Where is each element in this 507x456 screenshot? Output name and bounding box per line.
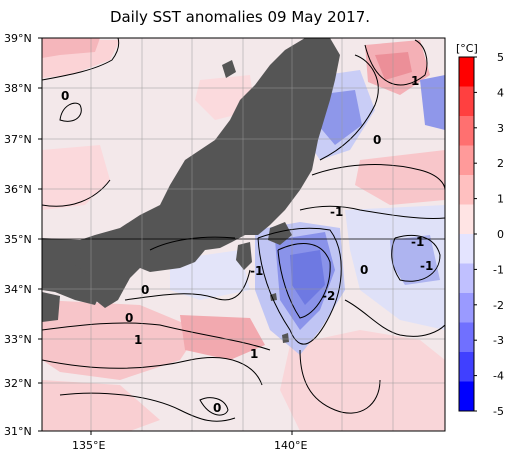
lat-label: 38°N	[4, 82, 32, 95]
colorbar-tick-label: 0	[497, 228, 504, 241]
lat-label: 39°N	[4, 32, 32, 45]
warm-anomaly-patches	[42, 38, 445, 431]
lat-label: 32°N	[4, 377, 32, 390]
land-honshu	[42, 38, 340, 308]
land-shikoku	[42, 262, 100, 305]
contour-label: 1	[134, 333, 142, 347]
colorbar-swatch	[459, 381, 474, 412]
colorbar-tick-label: 1	[497, 193, 504, 206]
land-izu	[236, 242, 252, 270]
colorbar-tick-label: 3	[497, 122, 504, 135]
latitude-labels: 39°N 38°N 37°N 36°N 35°N 34°N 33°N 32°N …	[4, 32, 32, 438]
colorbar-swatch	[459, 86, 474, 117]
colorbar-tick-label: -1	[493, 263, 504, 276]
contour-label: 0	[125, 311, 133, 325]
contour-label: 0	[141, 283, 149, 297]
map-frame	[41, 37, 446, 432]
contour-label: 0	[213, 401, 221, 415]
lat-label: 33°N	[4, 333, 32, 346]
colorbar: [°C] 5 4 3 2 1 0 -1 -2 -3 -4 -5	[456, 42, 504, 418]
colorbar-swatch	[459, 57, 474, 87]
contour-label: 0	[373, 133, 381, 147]
contour-label: -1	[411, 235, 424, 249]
colorbar-unit: [°C]	[456, 42, 478, 55]
colorbar-swatch	[459, 322, 474, 353]
contour-lines	[42, 38, 445, 422]
map-title: Daily SST anomalies 09 May 2017.	[109, 8, 371, 26]
colorbar-swatch	[459, 352, 474, 382]
colorbar-swatch	[459, 175, 474, 205]
colorbar-tick-label: -5	[493, 405, 504, 418]
lat-label: 36°N	[4, 183, 32, 196]
colorbar-swatch	[459, 116, 474, 146]
lat-label: 31°N	[4, 425, 32, 438]
colorbar-tick-label: 5	[497, 51, 504, 64]
lon-label: 140°E	[274, 439, 307, 452]
contour-label: 0	[61, 89, 69, 103]
contour-label: -2	[322, 289, 335, 303]
land-kyushu-edge	[42, 292, 60, 322]
colorbar-tick-label: -4	[493, 370, 504, 383]
colorbar-tick-label: -2	[493, 299, 504, 312]
map-area: 0 1 0 -1 -1 -1 -1 0 -2 0 0 1 1 0	[42, 38, 445, 431]
land-sado	[222, 60, 236, 78]
colorbar-ticks: 5 4 3 2 1 0 -1 -2 -3 -4 -5	[474, 51, 504, 418]
longitude-labels: 135°E 140°E	[72, 439, 307, 452]
colorbar-swatch	[459, 263, 474, 294]
lat-label: 34°N	[4, 283, 32, 296]
colorbar-swatches	[459, 57, 474, 412]
land-izu-island-2	[282, 333, 289, 343]
contour-labels: 0 1 0 -1 -1 -1 -1 0 -2 0 0 1 1 0	[61, 74, 433, 415]
lat-label: 35°N	[4, 233, 32, 246]
contour-label: -1	[250, 264, 263, 278]
lat-label: 37°N	[4, 133, 32, 146]
contour-label: -1	[420, 259, 433, 273]
axis-ticks	[38, 37, 293, 435]
colorbar-swatch	[459, 293, 474, 323]
colorbar-tick-label: 2	[497, 157, 504, 170]
contour-label: 1	[411, 74, 419, 88]
graticule	[42, 38, 445, 431]
contour-label: 0	[360, 263, 368, 277]
colorbar-swatch	[459, 145, 474, 176]
contour-label: 1	[250, 347, 258, 361]
lon-label: 135°E	[72, 439, 105, 452]
colorbar-tick-label: 4	[497, 86, 504, 99]
colorbar-swatch	[459, 234, 474, 264]
contour-label: -1	[330, 205, 343, 219]
colorbar-swatch	[459, 204, 474, 235]
colorbar-tick-label: -3	[493, 334, 504, 347]
